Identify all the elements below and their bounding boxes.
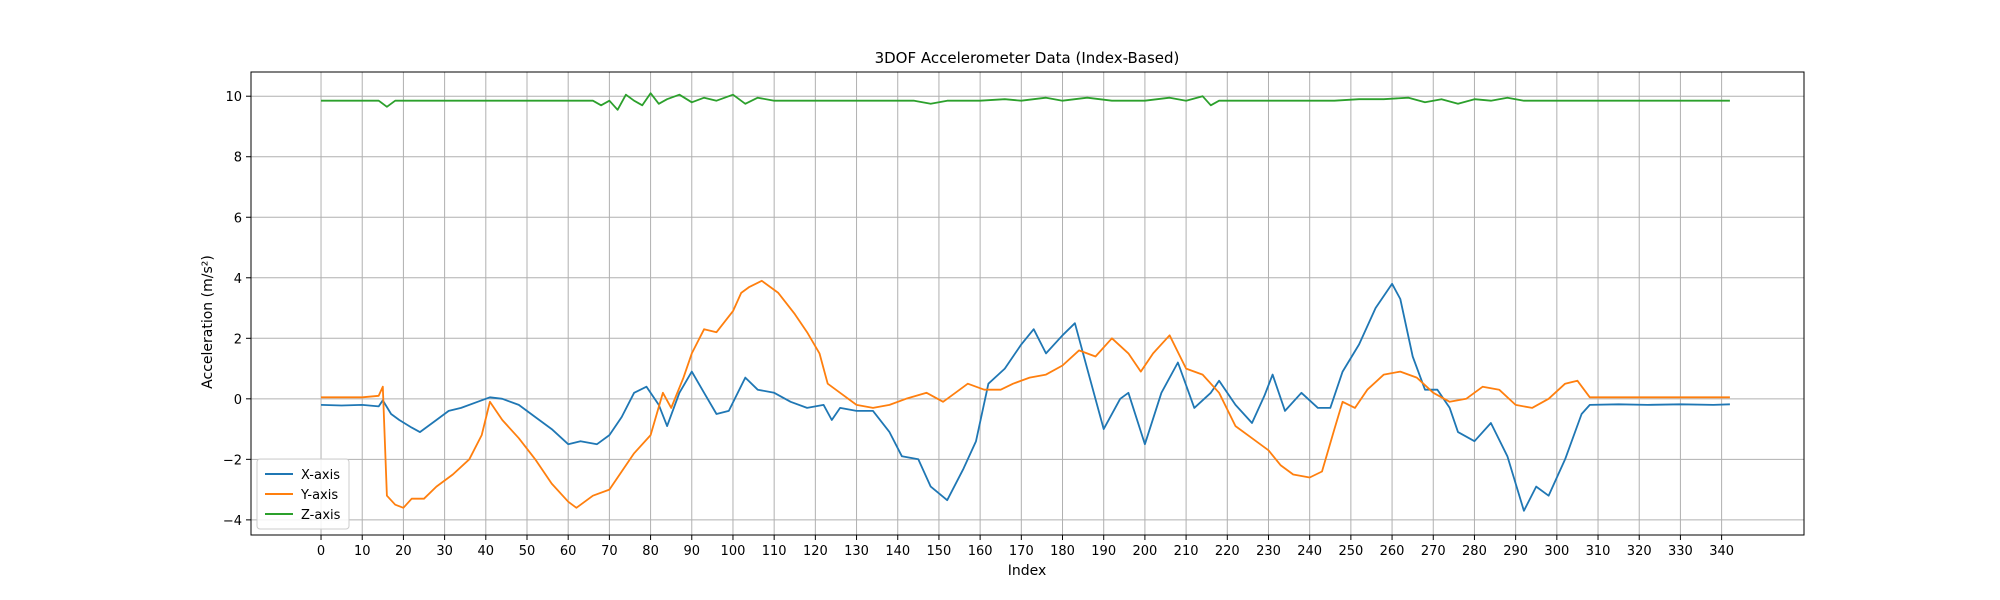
y-tick-label: 2 <box>234 332 242 347</box>
x-tick-label: 270 <box>1421 544 1446 559</box>
legend-label: X-axis <box>301 468 340 483</box>
x-tick-label: 210 <box>1174 544 1199 559</box>
x-tick-label: 0 <box>317 544 325 559</box>
x-tick-label: 220 <box>1215 544 1240 559</box>
legend-box <box>256 458 350 530</box>
x-tick-label: 240 <box>1297 544 1322 559</box>
x-tick-label: 190 <box>1091 544 1116 559</box>
series-line-x-axis <box>320 282 1730 512</box>
x-tick-label: 30 <box>436 544 453 559</box>
x-tick-label: 290 <box>1503 544 1528 559</box>
x-tick-label: 230 <box>1256 544 1281 559</box>
x-tick-label: 320 <box>1627 544 1652 559</box>
y-tick-label: 8 <box>234 151 242 166</box>
x-tick-label: 10 <box>354 544 371 559</box>
x-tick-label: 310 <box>1586 544 1611 559</box>
x-tick-label: 100 <box>721 544 746 559</box>
grid-lines <box>251 72 1804 535</box>
x-tick-label: 170 <box>1009 544 1034 559</box>
y-tick-label: 6 <box>234 211 242 226</box>
x-tick-label: 50 <box>519 544 536 559</box>
y-tick-label: −4 <box>223 514 242 529</box>
x-tick-label: 200 <box>1132 544 1157 559</box>
y-axis-ticks: −4 −2 0 2 4 6 8 10 <box>223 90 251 529</box>
y-tick-label: 0 <box>234 393 242 408</box>
y-tick-label: −2 <box>223 453 242 468</box>
x-tick-label: 70 <box>601 544 618 559</box>
x-tick-label: 40 <box>478 544 495 559</box>
legend: X-axis Y-axis Z-axis <box>256 458 350 530</box>
chart-title: 3DOF Accelerometer Data (Index-Based) <box>875 49 1180 67</box>
y-tick-label: 4 <box>234 272 242 287</box>
x-tick-label: 180 <box>1050 544 1075 559</box>
x-tick-label: 20 <box>395 544 412 559</box>
x-tick-label: 140 <box>885 544 910 559</box>
x-tick-label: 60 <box>560 544 577 559</box>
x-tick-label: 340 <box>1709 544 1734 559</box>
x-tick-label: 90 <box>683 544 700 559</box>
x-tick-label: 150 <box>927 544 952 559</box>
y-axis-label: Acceleration (m/s²) <box>200 255 216 389</box>
x-tick-label: 300 <box>1544 544 1569 559</box>
x-tick-label: 280 <box>1462 544 1487 559</box>
y-tick-label: 10 <box>225 90 242 105</box>
series-lines <box>320 92 1730 512</box>
x-tick-label: 110 <box>762 544 787 559</box>
x-tick-label: 80 <box>642 544 659 559</box>
legend-label: Z-axis <box>301 508 341 523</box>
series-line-z-axis <box>321 92 1730 111</box>
x-axis-ticks: 0 10 20 30 40 50 60 70 80 90 100 110 120 130 140 150 160… <box>317 535 1734 559</box>
x-axis-label: Index <box>1008 563 1047 579</box>
x-tick-label: 260 <box>1380 544 1405 559</box>
x-tick-label: 330 <box>1668 544 1693 559</box>
x-tick-label: 160 <box>968 544 993 559</box>
legend-label: Y-axis <box>300 488 338 503</box>
x-tick-label: 130 <box>844 544 869 559</box>
x-tick-label: 250 <box>1338 544 1363 559</box>
series-line-y-axis <box>321 279 1730 509</box>
x-tick-label: 120 <box>803 544 828 559</box>
plot-frame <box>250 71 1805 536</box>
